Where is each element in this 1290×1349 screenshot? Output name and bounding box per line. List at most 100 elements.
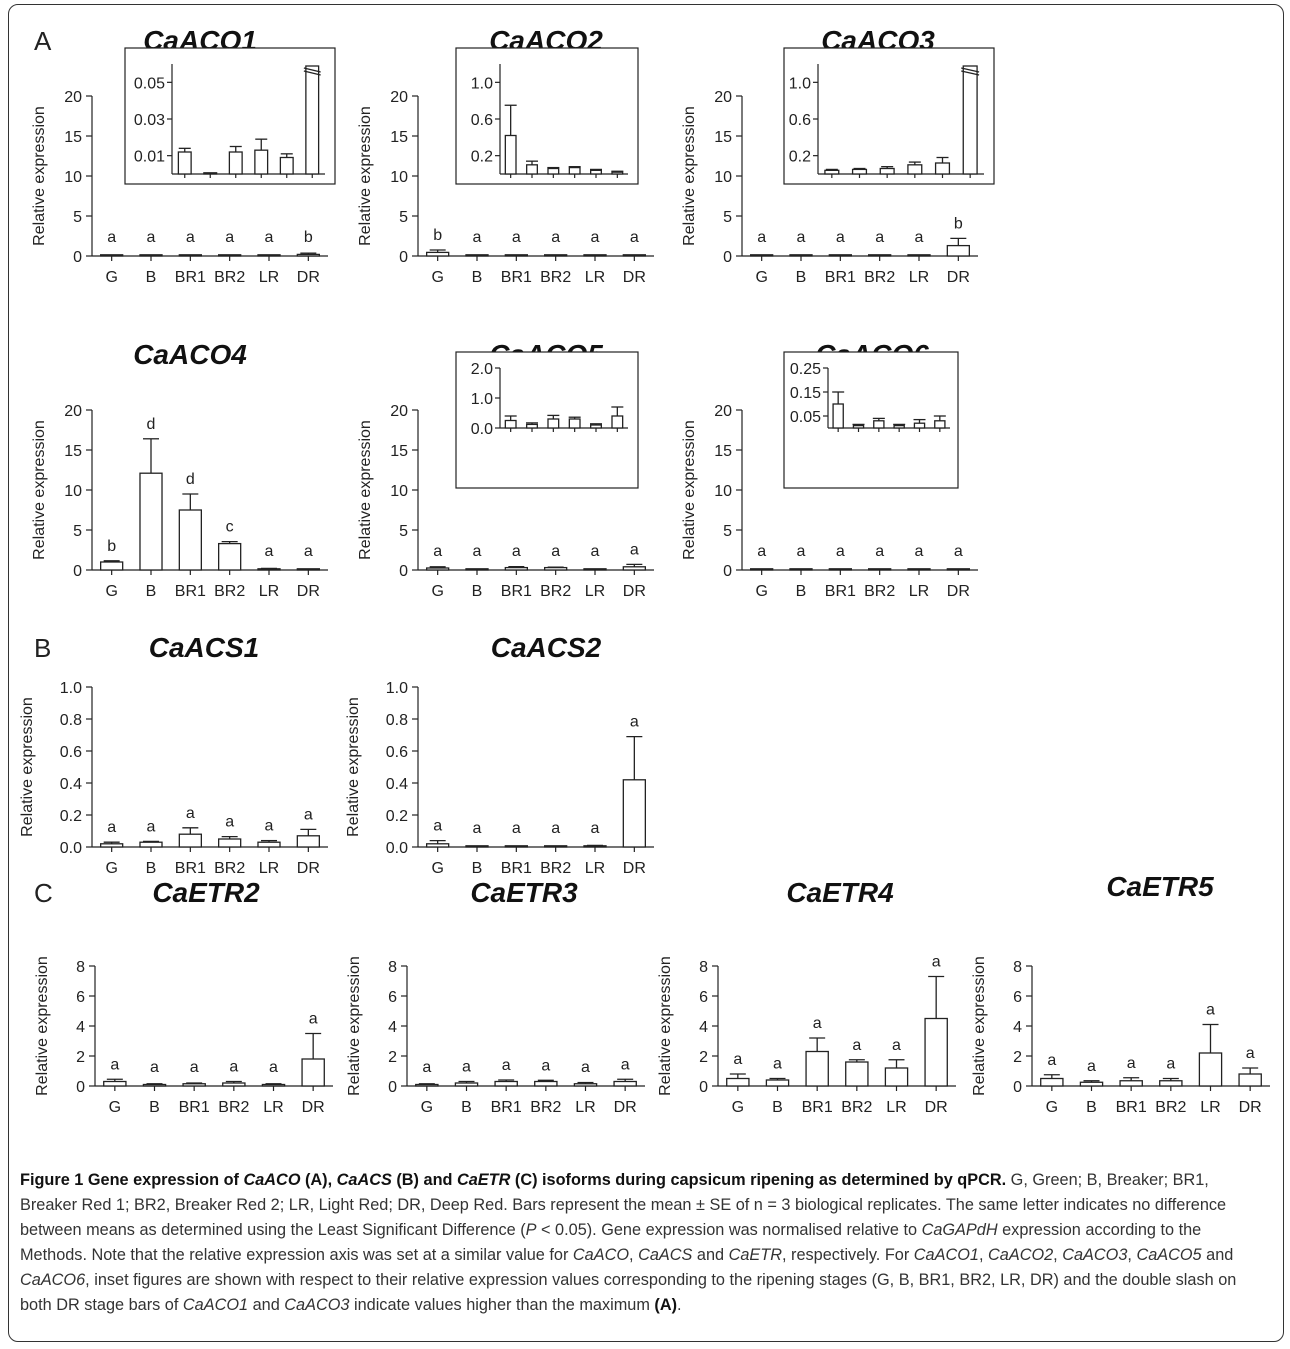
significance-letter: a: [1087, 1058, 1096, 1075]
significance-letter: a: [473, 543, 482, 560]
bar-lr: [907, 254, 931, 257]
y-tick-label: 0.4: [60, 776, 82, 793]
inset-y-tick-label: 0.05: [134, 75, 165, 92]
inset-bar: [568, 166, 581, 175]
bar-dr: [622, 254, 646, 257]
bar-dr: [622, 779, 646, 848]
y-tick-label: 5: [399, 209, 408, 226]
bar-g: [426, 251, 450, 257]
chart-title: CaETR3: [470, 877, 578, 908]
x-tick-label: DR: [623, 583, 646, 600]
significance-letter: a: [757, 543, 766, 560]
inset-bar: [279, 156, 294, 175]
bar-br1: [178, 509, 202, 571]
inset-bar: [547, 167, 560, 175]
inset-y-tick-label: 1.0: [789, 75, 811, 92]
x-tick-label: BR2: [1155, 1099, 1186, 1116]
inset-bar: [962, 65, 978, 175]
y-tick-label: 4: [699, 1019, 708, 1036]
bar-g: [415, 1083, 439, 1087]
y-tick-label: 15: [714, 443, 732, 460]
inset-y-tick-label: 0.01: [134, 149, 165, 166]
inset-bar: [907, 164, 923, 175]
significance-letter: a: [591, 229, 600, 246]
y-tick-label: 10: [64, 483, 82, 500]
y-tick-label: 8: [388, 959, 397, 976]
bar-b: [1079, 1081, 1104, 1087]
x-tick-label: BR1: [1116, 1099, 1147, 1116]
significance-letter: a: [551, 820, 560, 837]
significance-letter: a: [150, 1059, 159, 1076]
double-slash: [961, 67, 980, 73]
y-tick-label: 0: [388, 1079, 397, 1096]
bar-lr: [583, 254, 607, 257]
x-tick-label: B: [472, 583, 483, 600]
inset-y-tick-label: 0.6: [789, 112, 811, 129]
bar-br1: [805, 1050, 829, 1087]
inset-y-tick-label: 0.15: [790, 385, 821, 402]
significance-letter: d: [147, 416, 156, 433]
significance-letter: a: [852, 1037, 861, 1054]
significance-letter: a: [225, 814, 234, 831]
x-tick-label: DR: [623, 269, 646, 286]
significance-letter: a: [773, 1056, 782, 1073]
inset-chart: 0.2 0.6 1.0: [783, 47, 995, 185]
y-tick-label: 1.0: [60, 680, 82, 697]
bar-br1: [182, 1083, 206, 1087]
bar-br2: [218, 542, 242, 571]
y-axis-label: Relative expression: [681, 106, 698, 246]
inset-bar: [305, 65, 320, 175]
figure-frame: [8, 4, 1284, 1342]
significance-letter: a: [186, 805, 195, 822]
x-tick-label: B: [461, 1099, 472, 1116]
y-tick-label: 6: [1013, 989, 1022, 1006]
x-tick-label: G: [732, 1099, 744, 1116]
x-tick-label: B: [146, 583, 157, 600]
x-tick-label: LR: [263, 1099, 283, 1116]
x-tick-label: BR2: [864, 583, 895, 600]
chart-caacs2: CaACS2 0.0 0.2 0.4 0.6 0.8 1.0 Relative express…: [345, 632, 654, 877]
y-tick-label: 0: [723, 249, 732, 266]
significance-letter: a: [265, 229, 274, 246]
y-tick-label: 10: [64, 169, 82, 186]
double-slash: [961, 70, 980, 76]
y-tick-label: 2: [1013, 1049, 1022, 1066]
inset-y-tick-label: 0.25: [790, 361, 821, 378]
x-tick-label: BR1: [825, 269, 856, 286]
inset-chart: 0.0 1.0 2.0: [455, 351, 639, 489]
x-tick-label: BR2: [540, 583, 571, 600]
significance-letter: a: [581, 1059, 590, 1076]
chart-title: CaACO4: [133, 339, 247, 370]
significance-letter: a: [229, 1059, 238, 1076]
inset-bar: [568, 418, 581, 429]
y-tick-label: 15: [390, 129, 408, 146]
bar-dr: [946, 244, 970, 257]
y-axis-label: Relative expression: [346, 956, 363, 1096]
bar-b: [765, 1079, 790, 1087]
inset-bar: [893, 424, 905, 429]
significance-letter: a: [433, 543, 442, 560]
bar-b: [789, 568, 813, 571]
significance-letter: a: [147, 229, 156, 246]
inset-bar: [177, 151, 192, 175]
inset-y-tick-label: 0.2: [789, 149, 811, 166]
x-tick-label: G: [431, 583, 443, 600]
bar-dr: [301, 1058, 325, 1087]
significance-letter: b: [954, 215, 963, 232]
bar-lr: [1198, 1052, 1223, 1087]
inset-bar: [832, 403, 844, 429]
bar-br2: [544, 845, 568, 848]
inset-bar: [611, 415, 624, 429]
bar-br2: [534, 1080, 558, 1087]
y-tick-label: 5: [723, 209, 732, 226]
inset-bar: [934, 162, 951, 175]
chart-caetr2: CaETR2 0 2 4 6 8 Relative expression Ga Ba BR1 a BR…: [34, 877, 333, 1116]
x-tick-label: DR: [947, 269, 970, 286]
y-tick-label: 0.0: [60, 840, 82, 857]
inset-bar: [851, 168, 868, 175]
y-tick-label: 1.0: [386, 680, 408, 697]
x-tick-label: DR: [947, 583, 970, 600]
x-tick-label: LR: [886, 1099, 906, 1116]
x-tick-label: BR2: [214, 583, 245, 600]
